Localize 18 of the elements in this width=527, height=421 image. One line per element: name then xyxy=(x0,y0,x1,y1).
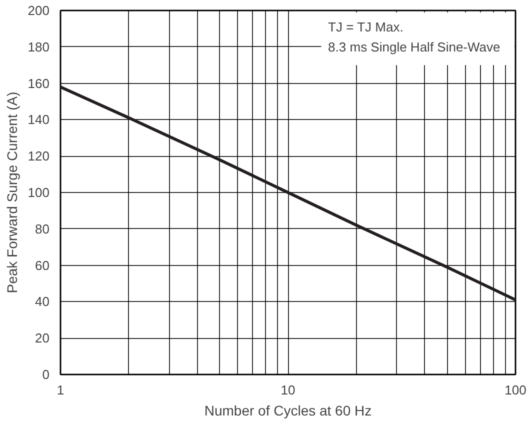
y-tick-label: 60 xyxy=(35,258,50,273)
annotation: TJ = TJ Max. xyxy=(328,19,404,34)
y-tick-label: 160 xyxy=(28,76,50,91)
y-tick-label: 100 xyxy=(28,185,50,200)
x-tick-label: 100 xyxy=(504,382,526,398)
y-tick-label: 180 xyxy=(28,39,50,54)
y-tick-label: 140 xyxy=(28,112,50,128)
y-tick-label: 120 xyxy=(28,148,50,164)
y-tick-label: 80 xyxy=(35,221,50,236)
x-axis-title: Number of Cycles at 60 Hz xyxy=(204,402,372,418)
y-tick-label: 200 xyxy=(28,3,50,18)
y-tick-label: 20 xyxy=(35,330,50,346)
y-tick-label: 0 xyxy=(42,367,50,382)
annotation: 8.3 ms Single Half Sine-Wave xyxy=(328,39,500,54)
y-tick-label: 40 xyxy=(35,294,50,310)
x-tick-label: 1 xyxy=(56,382,64,398)
y-axis-title: Peak Forward Surge Current (A) xyxy=(4,92,20,294)
x-tick-label: 10 xyxy=(280,382,296,398)
